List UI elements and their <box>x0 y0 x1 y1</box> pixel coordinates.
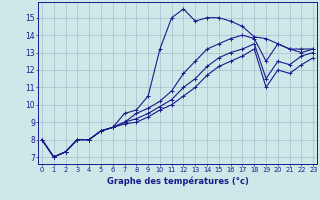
X-axis label: Graphe des températures (°c): Graphe des températures (°c) <box>107 176 249 186</box>
